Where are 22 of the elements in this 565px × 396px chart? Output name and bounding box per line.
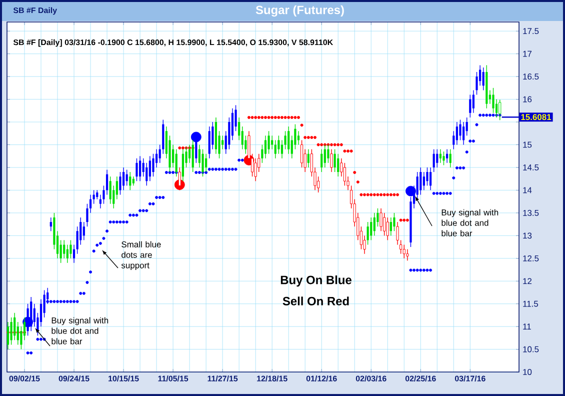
y-tick-label: 14 (523, 187, 532, 194)
y-tick-label: 11.5 (523, 300, 538, 307)
y-tick-label: 16.5 (523, 74, 539, 80)
y-tick-label: 10 (523, 369, 532, 375)
y-tick-label: 17 (523, 50, 532, 57)
y-tick-label: 16 (523, 96, 532, 102)
chart-title: Sugar (Futures) (256, 5, 344, 17)
annotation: Sell On Red (282, 296, 349, 306)
y-tick-label: 14.5 (523, 164, 539, 170)
annotation: Buy On Blue (280, 275, 352, 287)
y-tick-label: 15 (523, 142, 532, 148)
y-tick-label: 12.5 (523, 255, 539, 262)
ref-line-label: 15.6081 (521, 114, 552, 120)
y-tick-label: 11 (523, 324, 531, 330)
annotation: Buy signal with blue dot and blue bar (442, 209, 498, 236)
y-tick-label: 13.5 (523, 210, 539, 216)
y-tick-label: 12 (523, 278, 532, 284)
y-tick-label: 13 (523, 232, 532, 239)
annotation: Buy signal with blue dot and blue bar (52, 317, 108, 344)
annotation: Small blue dots are support (121, 241, 161, 270)
y-tick-label: 17.5 (523, 28, 539, 34)
y-tick-label: 10.5 (523, 346, 539, 352)
